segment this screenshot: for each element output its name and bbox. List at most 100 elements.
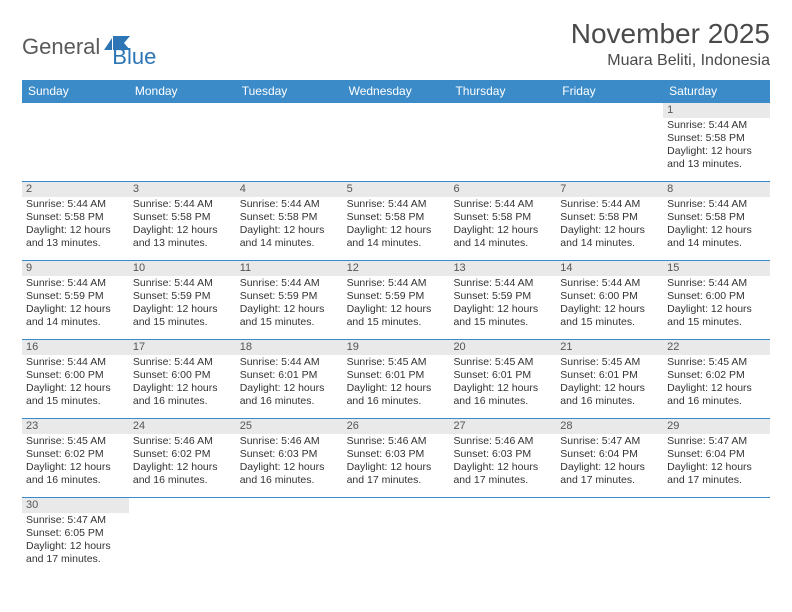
daylight-line-1: Daylight: 12 hours [26, 461, 125, 474]
weekday-tuesday: Tuesday [236, 80, 343, 103]
sunrise-line: Sunrise: 5:44 AM [240, 356, 339, 369]
sunset-line: Sunset: 6:00 PM [133, 369, 232, 382]
day-number: 8 [663, 182, 770, 197]
sunrise-line: Sunrise: 5:46 AM [133, 435, 232, 448]
day-details: Sunrise: 5:44 AMSunset: 5:59 PMDaylight:… [449, 276, 556, 332]
day-cell: 24Sunrise: 5:46 AMSunset: 6:02 PMDayligh… [129, 419, 236, 497]
week-row: 23Sunrise: 5:45 AMSunset: 6:02 PMDayligh… [22, 419, 770, 498]
sunrise-line: Sunrise: 5:46 AM [347, 435, 446, 448]
sunset-line: Sunset: 5:58 PM [453, 211, 552, 224]
sunrise-line: Sunrise: 5:46 AM [240, 435, 339, 448]
day-details: Sunrise: 5:44 AMSunset: 6:00 PMDaylight:… [663, 276, 770, 332]
sunset-line: Sunset: 6:02 PM [26, 448, 125, 461]
day-details: Sunrise: 5:46 AMSunset: 6:03 PMDaylight:… [236, 434, 343, 490]
day-details: Sunrise: 5:44 AMSunset: 5:59 PMDaylight:… [22, 276, 129, 332]
day-number: 14 [556, 261, 663, 276]
day-number: 7 [556, 182, 663, 197]
daylight-line-1: Daylight: 12 hours [133, 303, 232, 316]
day-details: Sunrise: 5:47 AMSunset: 6:04 PMDaylight:… [663, 434, 770, 490]
day-details: Sunrise: 5:44 AMSunset: 5:58 PMDaylight:… [449, 197, 556, 253]
day-number: 9 [22, 261, 129, 276]
daylight-line-2: and 15 minutes. [453, 316, 552, 329]
empty-cell [343, 103, 450, 181]
header: General Blue November 2025 Muara Beliti,… [22, 18, 770, 70]
sunset-line: Sunset: 5:59 PM [240, 290, 339, 303]
sunset-line: Sunset: 5:59 PM [453, 290, 552, 303]
page: General Blue November 2025 Muara Beliti,… [0, 0, 792, 576]
empty-cell [449, 103, 556, 181]
sunrise-line: Sunrise: 5:44 AM [240, 277, 339, 290]
weekday-monday: Monday [129, 80, 236, 103]
daylight-line-2: and 15 minutes. [347, 316, 446, 329]
sunrise-line: Sunrise: 5:46 AM [453, 435, 552, 448]
daylight-line-1: Daylight: 12 hours [347, 224, 446, 237]
daylight-line-1: Daylight: 12 hours [133, 461, 232, 474]
sunset-line: Sunset: 5:58 PM [667, 211, 766, 224]
day-number: 15 [663, 261, 770, 276]
day-number: 19 [343, 340, 450, 355]
daylight-line-2: and 16 minutes. [667, 395, 766, 408]
daylight-line-1: Daylight: 12 hours [347, 303, 446, 316]
daylight-line-2: and 15 minutes. [26, 395, 125, 408]
sunrise-line: Sunrise: 5:47 AM [560, 435, 659, 448]
day-cell: 22Sunrise: 5:45 AMSunset: 6:02 PMDayligh… [663, 340, 770, 418]
day-cell: 10Sunrise: 5:44 AMSunset: 5:59 PMDayligh… [129, 261, 236, 339]
daylight-line-2: and 14 minutes. [560, 237, 659, 250]
day-cell: 27Sunrise: 5:46 AMSunset: 6:03 PMDayligh… [449, 419, 556, 497]
day-number: 24 [129, 419, 236, 434]
day-cell: 30Sunrise: 5:47 AMSunset: 6:05 PMDayligh… [22, 498, 129, 576]
logo: General Blue [22, 24, 156, 70]
sunrise-line: Sunrise: 5:44 AM [560, 277, 659, 290]
day-details: Sunrise: 5:45 AMSunset: 6:01 PMDaylight:… [449, 355, 556, 411]
day-number: 1 [663, 103, 770, 118]
daylight-line-1: Daylight: 12 hours [133, 382, 232, 395]
daylight-line-2: and 14 minutes. [453, 237, 552, 250]
week-row: 9Sunrise: 5:44 AMSunset: 5:59 PMDaylight… [22, 261, 770, 340]
empty-bar [449, 103, 556, 118]
week-row: 1Sunrise: 5:44 AMSunset: 5:58 PMDaylight… [22, 103, 770, 182]
day-cell: 21Sunrise: 5:45 AMSunset: 6:01 PMDayligh… [556, 340, 663, 418]
day-number: 26 [343, 419, 450, 434]
day-number: 22 [663, 340, 770, 355]
day-cell: 19Sunrise: 5:45 AMSunset: 6:01 PMDayligh… [343, 340, 450, 418]
weekday-header-row: SundayMondayTuesdayWednesdayThursdayFrid… [22, 80, 770, 103]
day-details: Sunrise: 5:44 AMSunset: 5:58 PMDaylight:… [129, 197, 236, 253]
sunrise-line: Sunrise: 5:44 AM [133, 277, 232, 290]
daylight-line-1: Daylight: 12 hours [240, 461, 339, 474]
daylight-line-1: Daylight: 12 hours [347, 382, 446, 395]
sunrise-line: Sunrise: 5:47 AM [26, 514, 125, 527]
day-details: Sunrise: 5:44 AMSunset: 5:59 PMDaylight:… [236, 276, 343, 332]
empty-bar [343, 498, 450, 513]
sunrise-line: Sunrise: 5:44 AM [26, 277, 125, 290]
day-number: 12 [343, 261, 450, 276]
daylight-line-2: and 16 minutes. [133, 474, 232, 487]
empty-bar [663, 498, 770, 513]
day-cell: 5Sunrise: 5:44 AMSunset: 5:58 PMDaylight… [343, 182, 450, 260]
daylight-line-1: Daylight: 12 hours [560, 224, 659, 237]
day-number: 10 [129, 261, 236, 276]
sunset-line: Sunset: 6:01 PM [560, 369, 659, 382]
sunset-line: Sunset: 6:02 PM [667, 369, 766, 382]
day-details: Sunrise: 5:45 AMSunset: 6:02 PMDaylight:… [663, 355, 770, 411]
day-cell: 2Sunrise: 5:44 AMSunset: 5:58 PMDaylight… [22, 182, 129, 260]
day-details: Sunrise: 5:47 AMSunset: 6:05 PMDaylight:… [22, 513, 129, 569]
weekday-saturday: Saturday [663, 80, 770, 103]
sunrise-line: Sunrise: 5:47 AM [667, 435, 766, 448]
day-cell: 20Sunrise: 5:45 AMSunset: 6:01 PMDayligh… [449, 340, 556, 418]
sunrise-line: Sunrise: 5:45 AM [453, 356, 552, 369]
sunset-line: Sunset: 6:04 PM [667, 448, 766, 461]
daylight-line-2: and 17 minutes. [453, 474, 552, 487]
day-details: Sunrise: 5:44 AMSunset: 5:58 PMDaylight:… [22, 197, 129, 253]
day-cell: 16Sunrise: 5:44 AMSunset: 6:00 PMDayligh… [22, 340, 129, 418]
logo-text-2: Blue [112, 44, 156, 70]
daylight-line-2: and 17 minutes. [560, 474, 659, 487]
sunrise-line: Sunrise: 5:44 AM [26, 356, 125, 369]
location: Muara Beliti, Indonesia [571, 52, 770, 70]
day-number: 2 [22, 182, 129, 197]
sunset-line: Sunset: 6:01 PM [453, 369, 552, 382]
daylight-line-1: Daylight: 12 hours [560, 382, 659, 395]
day-cell: 12Sunrise: 5:44 AMSunset: 5:59 PMDayligh… [343, 261, 450, 339]
daylight-line-1: Daylight: 12 hours [560, 461, 659, 474]
daylight-line-1: Daylight: 12 hours [26, 540, 125, 553]
day-number: 13 [449, 261, 556, 276]
